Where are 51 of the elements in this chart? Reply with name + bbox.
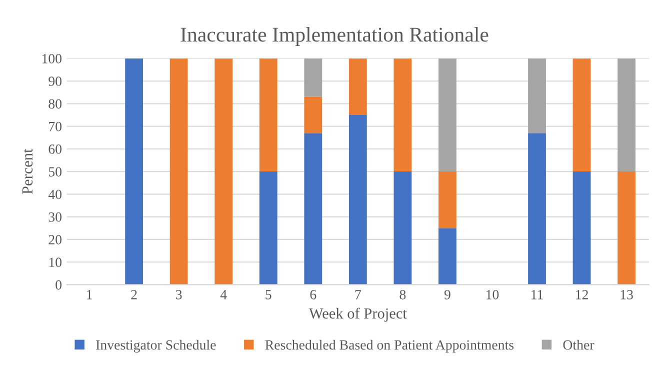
x-tick-label: 5 [266,290,272,300]
bar [304,58,322,97]
x-tick-label: 8 [400,290,406,300]
bar [125,58,144,285]
legend-label: Rescheduled Based on Patient Appointments [265,340,514,352]
bar [528,133,546,285]
bar [438,58,456,172]
bar [618,58,636,172]
x-tick-label: 10 [486,290,499,300]
bar [259,58,278,172]
y-tick-label: 70 [49,122,62,132]
y-tick-label: 0 [56,280,62,290]
y-tick-label: 100 [42,54,62,64]
legend-label: Investigator Schedule [96,340,216,352]
y-tick-label: 60 [48,144,62,154]
bar [170,58,188,285]
bar [259,172,278,285]
bar [348,58,367,115]
bar [572,58,591,172]
x-tick-label: 9 [444,290,450,300]
y-axis-title: Percent [22,148,33,194]
x-axis-title: Week of Project [308,308,407,322]
y-tick-label: 30 [48,212,62,222]
x-tick-label: 4 [220,290,227,300]
bar [394,172,412,285]
legend-label: Other [563,340,594,350]
chart-title: Inaccurate Implementation Rationale [180,27,488,46]
bar [572,172,591,285]
bar [438,172,456,228]
bar [304,133,322,285]
bar [348,114,367,285]
bar [214,58,233,285]
bar [528,58,546,134]
bar [394,58,412,172]
x-tick-label: 11 [532,290,543,300]
y-tick-label: 10 [49,258,62,268]
bar [438,228,456,285]
x-tick-label: 2 [131,290,137,300]
y-tick-label: 80 [48,99,62,109]
x-tick-label: 7 [355,290,361,300]
x-tick-label: 3 [176,290,182,300]
x-tick-label: 12 [576,290,588,300]
bar [304,96,322,134]
x-tick-label: 6 [310,290,316,300]
y-tick-label: 50 [48,167,62,177]
bar [618,172,636,285]
y-tick-label: 20 [48,235,62,244]
y-tick-label: 40 [48,190,62,200]
x-tick-label: 1 [87,290,92,300]
x-tick-label: 13 [620,290,633,300]
y-tick-label: 90 [48,76,62,86]
